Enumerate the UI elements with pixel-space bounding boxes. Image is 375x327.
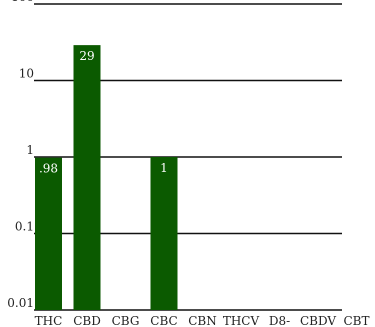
bar bbox=[73, 45, 101, 310]
x-category-label: THCV bbox=[223, 314, 260, 327]
y-tick-label: 1 bbox=[26, 143, 34, 157]
x-category-label: CBN bbox=[188, 314, 217, 327]
y-tick-label: 10 bbox=[19, 67, 34, 81]
x-category-label: D8- bbox=[269, 314, 290, 327]
y-tick-label: 0.1 bbox=[15, 220, 34, 234]
y-tick-label: 100 bbox=[11, 0, 34, 4]
x-category-label: CBC bbox=[150, 314, 177, 327]
x-category-label: CBDV bbox=[300, 314, 336, 327]
bar bbox=[150, 157, 178, 310]
y-tick-label: 0.01 bbox=[7, 296, 34, 310]
x-category-label: CBT bbox=[343, 314, 369, 327]
bar bbox=[35, 157, 62, 310]
x-category-label: CBD bbox=[73, 314, 101, 327]
x-category-label: THC bbox=[35, 314, 63, 327]
bar-data-label: 1 bbox=[160, 161, 168, 175]
bar-data-label: .98 bbox=[39, 162, 58, 176]
x-category-label: CBG bbox=[112, 314, 140, 327]
bar-data-label: 29 bbox=[79, 49, 94, 63]
